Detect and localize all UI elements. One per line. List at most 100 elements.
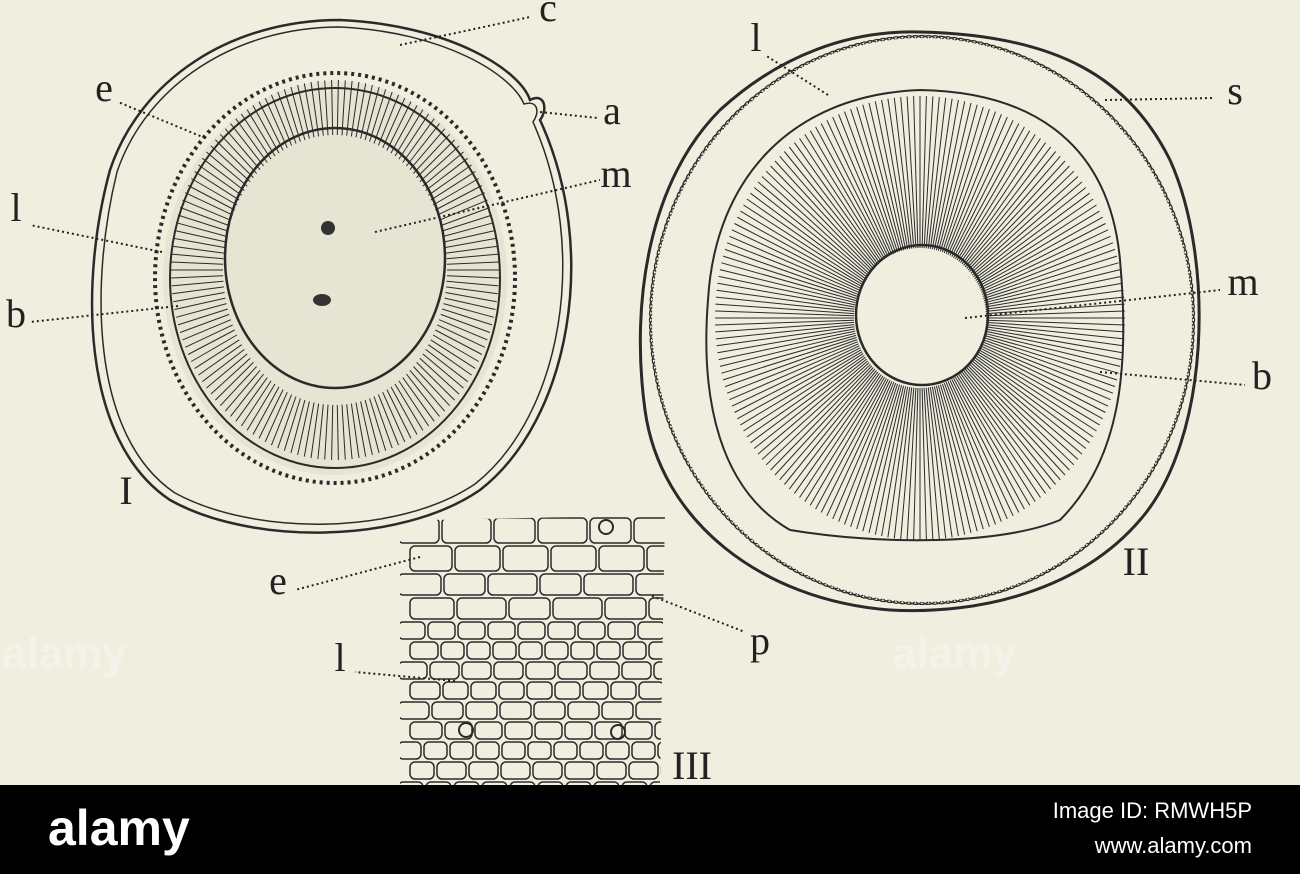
cell [577,621,606,640]
cell [596,761,627,780]
label: b [6,291,26,336]
cell [465,701,498,720]
cell [621,781,648,785]
cell [409,721,443,740]
cell [525,661,556,680]
cell [598,519,614,535]
cell [596,641,621,660]
cell [509,781,536,785]
cell [457,621,486,640]
cell [539,573,582,596]
cell [633,517,665,544]
cell [475,741,500,760]
cell [440,641,465,660]
cell [474,721,503,740]
medulla [854,243,990,387]
cell [425,781,452,785]
cell [487,573,538,596]
cell [653,661,665,680]
membrane [100,26,564,525]
cell [400,573,442,596]
cell [648,597,665,620]
nucleus [321,221,335,235]
cell [400,781,424,785]
cell [492,641,517,660]
cell [589,661,620,680]
cell [610,681,637,700]
cell [400,621,426,640]
leaders [764,54,1246,386]
cell [564,721,593,740]
cell [622,641,647,660]
cell [601,701,634,720]
cell [544,641,569,660]
cell [635,701,665,720]
cell [552,597,603,620]
cell [442,681,469,700]
cell [547,621,576,640]
cell [589,517,632,544]
watermark: alamy [2,629,127,678]
cell [456,597,507,620]
cell [605,741,630,760]
cell [468,761,499,780]
cell [628,761,659,780]
figure-numeral: II [1123,539,1150,584]
cell [583,573,634,596]
cell [582,681,609,700]
url: www.alamy.com [1094,833,1252,858]
cell [436,761,467,780]
cell [646,545,665,572]
cell [500,761,531,780]
cell [431,701,464,720]
seed-coat [638,30,1201,613]
cell [470,681,497,700]
radial-lines [171,79,499,461]
cell [458,722,474,738]
cell [567,701,600,720]
cell [409,761,435,780]
cell [453,781,480,785]
cell [607,621,636,640]
cell [532,761,563,780]
cell [564,761,595,780]
cell [631,741,656,760]
cell [454,545,501,572]
label: m [1227,259,1258,304]
cell [409,545,453,572]
cell [553,741,578,760]
cell [487,621,516,640]
label: p [750,618,770,663]
label: e [269,558,287,603]
leaders [29,16,601,323]
cell [533,701,566,720]
label: l [750,15,761,60]
cell [657,741,665,760]
cell [504,721,533,740]
cell [604,597,647,620]
cell [498,681,525,700]
cell [481,781,508,785]
radial-lines [715,96,1125,540]
cell [517,621,546,640]
figure-numeral: III [672,743,712,788]
cell [550,545,597,572]
ring [169,87,501,469]
cell [493,661,524,680]
cell [621,661,652,680]
cell [400,701,430,720]
cell [526,681,553,700]
cell [409,597,455,620]
cell [409,681,441,700]
cell [598,545,645,572]
cell [518,641,543,660]
label: s [1227,68,1243,113]
cell [400,741,422,760]
label: m [600,151,631,196]
label: l [334,635,345,680]
cell [423,741,448,760]
cell [501,741,526,760]
cell [527,741,552,760]
cell [570,641,595,660]
cell [534,721,563,740]
